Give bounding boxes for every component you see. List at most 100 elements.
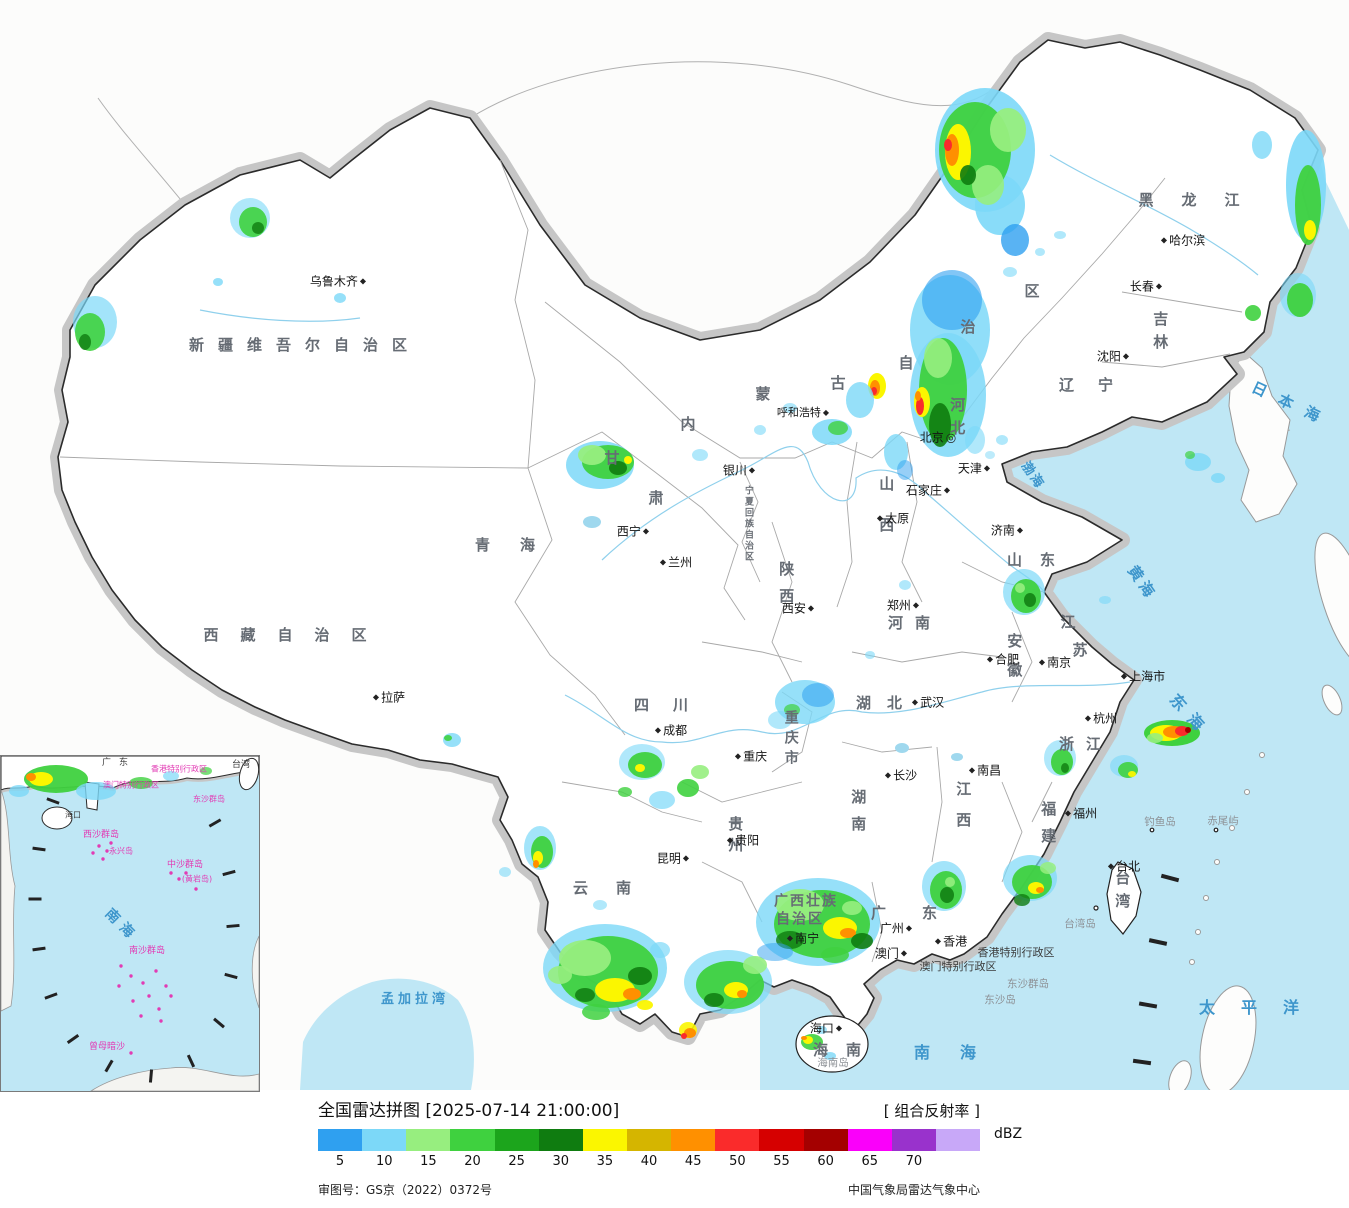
radar-echo	[776, 889, 824, 921]
radar-echo	[1287, 283, 1313, 317]
radar-echo	[1040, 862, 1056, 874]
boundary-dash	[1148, 938, 1168, 946]
island-dot	[159, 1019, 163, 1023]
legend-tick: 5	[335, 1154, 345, 1169]
island-dot	[141, 981, 145, 985]
radar-echo	[1054, 231, 1066, 239]
legend-tick: 10	[375, 1154, 393, 1169]
radar-echo	[26, 773, 36, 781]
legend-color-cell	[626, 1129, 672, 1151]
island-dot	[139, 1014, 143, 1018]
legend-color-cell	[318, 1129, 363, 1151]
radar-echo	[618, 787, 632, 797]
radar-echo	[802, 683, 834, 707]
legend-color-bar	[318, 1129, 981, 1151]
legend-tick: 25	[508, 1154, 525, 1169]
radar-echo	[334, 293, 346, 303]
radar-echo	[754, 425, 766, 435]
boundary-dash	[1138, 1001, 1158, 1009]
inset-svg	[1, 756, 259, 1091]
inset-taiwan	[238, 757, 259, 791]
legend-tick: 45	[684, 1154, 702, 1169]
radar-echo	[200, 767, 212, 775]
radar-echo	[559, 940, 611, 976]
boundary-dash	[28, 897, 42, 901]
boundary-dash	[66, 1034, 80, 1044]
legend-tick: 20	[464, 1154, 481, 1169]
radar-echo	[985, 451, 995, 459]
radar-echo	[79, 334, 91, 350]
island-dot	[97, 844, 101, 848]
radar-echo	[851, 933, 873, 949]
islands	[795, 827, 1219, 1073]
map-title: 全国雷达拼图 [2025-07-14 21:00:00]	[318, 1101, 620, 1121]
radar-echo	[628, 752, 662, 778]
radar-echo	[609, 461, 627, 475]
legend-tick: 30	[552, 1154, 570, 1169]
island-dot	[91, 851, 95, 855]
island-dot	[169, 871, 173, 875]
radar-echo	[743, 956, 767, 974]
radar-echo	[817, 1026, 827, 1034]
sea-bengal	[300, 978, 474, 1090]
radar-echo	[533, 860, 539, 868]
island-dot	[109, 841, 113, 845]
boundary-dash	[186, 1054, 196, 1068]
legend-tick	[936, 1154, 980, 1169]
legend-tick: 40	[640, 1154, 658, 1169]
radar-echo	[1185, 451, 1195, 459]
boundary-dash	[213, 1017, 225, 1029]
legend-color-cell	[759, 1129, 804, 1151]
island-dot	[147, 994, 151, 998]
radar-echo	[444, 735, 452, 741]
legend-color-cell	[362, 1129, 407, 1151]
radar-echo	[916, 397, 924, 415]
radar-echo	[990, 108, 1026, 152]
radar-echo	[846, 382, 874, 418]
radar-echo	[24, 765, 88, 793]
radar-echo	[1003, 267, 1017, 277]
radar-echo	[623, 988, 641, 1000]
province-borders	[59, 159, 1243, 963]
legend-color-cell	[406, 1129, 451, 1151]
radar-echo	[1001, 224, 1029, 256]
radar-echo	[1036, 887, 1044, 893]
legend-tick: 35	[596, 1154, 614, 1169]
radar-echo	[163, 771, 179, 781]
boundary-dash	[32, 946, 46, 952]
island-dot	[129, 1051, 133, 1055]
map-license-number: 审图号：GS京（2022）0372号	[318, 1183, 492, 1197]
radar-echo	[840, 928, 856, 938]
radar-echo	[677, 779, 699, 797]
inset-indochina	[1, 789, 16, 1012]
boundary-dash	[104, 1059, 114, 1073]
map-area: 新疆维吾尔自治区 西藏自治区 青海甘肃内蒙古自治区宁夏回族自治区 陕西 山西 河北 山东 河南…	[0, 32, 1349, 1092]
foreign-land	[1168, 351, 1349, 1090]
china-map-svg	[50, 32, 1349, 1090]
radar-echo	[783, 403, 797, 413]
radar-echo	[737, 990, 747, 998]
boundary-dash	[1160, 873, 1180, 883]
inset-philippines	[251, 935, 259, 1009]
radar-echo	[828, 421, 848, 435]
legend-color-cell	[715, 1129, 760, 1151]
boundary-dash	[208, 818, 222, 828]
radar-echo	[1304, 220, 1316, 240]
radar-echo	[1147, 733, 1163, 743]
island-dot	[184, 871, 188, 875]
sea-east	[760, 152, 1349, 1090]
radar-echo	[1185, 727, 1191, 733]
boundary-dash	[1132, 1058, 1152, 1066]
radar-echo	[548, 966, 572, 984]
legend-color-cell	[847, 1129, 892, 1151]
boundary-dash	[226, 923, 240, 929]
radar-echo	[1015, 583, 1025, 593]
radar-echo	[637, 1000, 653, 1010]
legend-unit: dBZ	[994, 1126, 1023, 1142]
radar-echo	[213, 278, 223, 286]
radar-echo	[842, 901, 862, 915]
radar-echo	[624, 456, 632, 464]
radar-echo	[972, 165, 1004, 205]
legend-tick-labels: 5 10 15 20 25 30 35 40 45 50 55 60 65 70	[318, 1154, 980, 1169]
radar-echo	[1099, 596, 1111, 604]
